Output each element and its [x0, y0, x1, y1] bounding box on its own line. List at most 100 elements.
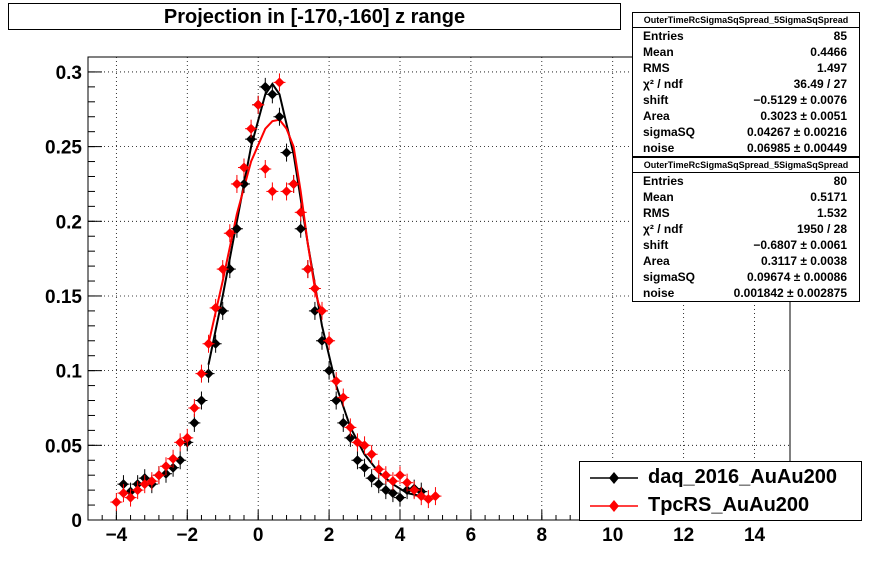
data-point-marker — [366, 449, 377, 460]
data-point-marker — [196, 395, 207, 406]
legend-item-tpcrs: TpcRS_AuAu200 — [580, 492, 861, 520]
data-point-marker — [281, 147, 292, 158]
data-point-marker — [373, 479, 384, 490]
stats-label: sigmaSQ — [643, 270, 696, 284]
data-point-marker — [217, 264, 228, 275]
data-point-marker — [210, 302, 221, 313]
stats-value: 0.04267 ± 0.00216 — [746, 125, 847, 139]
x-tick-label: 12 — [673, 525, 694, 546]
stats-box-tpcrs: OuterTimeRcSigmaSqSpread_5SigmaSqSpread … — [632, 157, 860, 302]
stats-row: χ² / ndf 1950 / 28 — [633, 221, 859, 237]
data-point-marker — [345, 432, 356, 443]
stats-box-daq: OuterTimeRcSigmaSqSpread_5SigmaSqSpread … — [632, 12, 860, 157]
data-points — [110, 73, 442, 512]
data-point-marker — [387, 476, 398, 487]
stats-label: shift — [643, 93, 669, 107]
stats-label: χ² / ndf — [643, 222, 683, 236]
stats-value: 85 — [833, 29, 847, 43]
data-point-marker — [182, 432, 193, 443]
data-point-marker — [196, 368, 207, 379]
data-point-marker — [260, 164, 271, 175]
stats-value: −0.5129 ± 0.0076 — [753, 93, 847, 107]
stats-row: Area 0.3023 ± 0.0051 — [633, 108, 859, 124]
data-point-marker — [203, 368, 214, 379]
data-point-marker — [111, 497, 122, 508]
x-tick-label: −2 — [176, 525, 198, 546]
x-tick-label: 2 — [324, 525, 335, 546]
data-point-marker — [373, 464, 384, 475]
legend-marker-icon — [590, 500, 638, 512]
data-point-marker — [246, 134, 257, 145]
stats-label: RMS — [643, 61, 670, 75]
stats-row: shift −0.5129 ± 0.0076 — [633, 92, 859, 108]
data-point-marker — [239, 178, 249, 189]
stats-header: OuterTimeRcSigmaSqSpread_5SigmaSqSpread — [633, 158, 859, 173]
stats-row: sigmaSQ 0.04267 ± 0.00216 — [633, 124, 859, 140]
stats-row: noise 0.06985 ± 0.00449 — [633, 140, 859, 156]
stats-value: 0.09674 ± 0.00086 — [746, 270, 847, 284]
data-point-marker — [125, 492, 136, 503]
data-point-marker — [317, 305, 327, 316]
data-point-marker — [409, 485, 420, 496]
y-tick-labels: 0 0.05 0.1 0.15 0.2 0.25 0.3 — [45, 63, 82, 532]
data-point-marker — [274, 111, 285, 122]
stats-value: 1950 / 28 — [796, 222, 847, 236]
data-point-marker — [288, 178, 299, 189]
data-point-marker — [231, 223, 242, 234]
data-point-marker — [224, 228, 235, 239]
stats-value: −0.6807 ± 0.0061 — [753, 238, 847, 252]
stats-row: Mean 0.5171 — [633, 189, 859, 205]
legend-item-daq: daq_2016_AuAu200 — [580, 464, 861, 492]
data-point-marker — [430, 491, 441, 502]
stats-value: 0.001842 ± 0.002875 — [733, 286, 847, 300]
stats-value: 80 — [833, 174, 847, 188]
stats-row: Area 0.3117 ± 0.0038 — [633, 253, 859, 269]
data-point-marker — [189, 417, 200, 428]
x-tick-label: −4 — [106, 525, 128, 546]
data-point-marker — [161, 461, 171, 472]
data-point-marker — [132, 485, 143, 496]
stats-value: 1.532 — [816, 206, 847, 220]
data-point-marker — [331, 376, 342, 387]
stats-label: Mean — [643, 190, 674, 204]
legend-label: TpcRS_AuAu200 — [648, 494, 810, 516]
x-tick-label: 0 — [253, 525, 264, 546]
data-point-marker — [267, 186, 278, 197]
data-point-marker — [295, 207, 306, 218]
stats-value: 0.3117 ± 0.0038 — [761, 254, 847, 268]
data-point-marker — [168, 453, 179, 464]
stats-row: Entries 85 — [633, 28, 859, 44]
data-point-marker — [203, 338, 214, 349]
data-point-marker — [309, 283, 320, 294]
data-point-marker — [153, 470, 164, 481]
data-point-marker — [295, 223, 306, 234]
data-point-marker — [175, 437, 186, 448]
data-point-marker — [359, 440, 370, 451]
data-point-marker — [338, 417, 349, 428]
data-point-marker — [231, 178, 242, 189]
data-point-marker — [317, 335, 327, 346]
data-point-marker — [189, 402, 200, 413]
stats-value: 36.49 / 27 — [793, 77, 847, 91]
legend-label: daq_2016_AuAu200 — [648, 466, 837, 488]
stats-label: Area — [643, 254, 670, 268]
data-point-marker — [260, 81, 271, 92]
stats-label: Entries — [643, 29, 684, 43]
stats-label: Entries — [643, 174, 684, 188]
stats-label: Mean — [643, 45, 674, 59]
stats-label: χ² / ndf — [643, 77, 683, 91]
stats-value: 0.5171 — [810, 190, 847, 204]
stats-value: 0.06985 ± 0.00449 — [746, 141, 847, 155]
stats-label: Area — [643, 109, 670, 123]
y-tick-label: 0.3 — [56, 63, 82, 84]
data-point-marker — [324, 365, 335, 376]
stats-value: 0.4466 — [810, 45, 847, 59]
data-point-marker — [118, 488, 129, 499]
stats-row: RMS 1.497 — [633, 60, 859, 76]
y-tick-label: 0.2 — [56, 212, 82, 233]
stats-row: shift −0.6807 ± 0.0061 — [633, 237, 859, 253]
data-point-marker — [267, 89, 278, 100]
data-point-marker — [281, 186, 292, 197]
y-tick-label: 0.25 — [45, 138, 82, 159]
data-point-marker — [309, 305, 320, 316]
